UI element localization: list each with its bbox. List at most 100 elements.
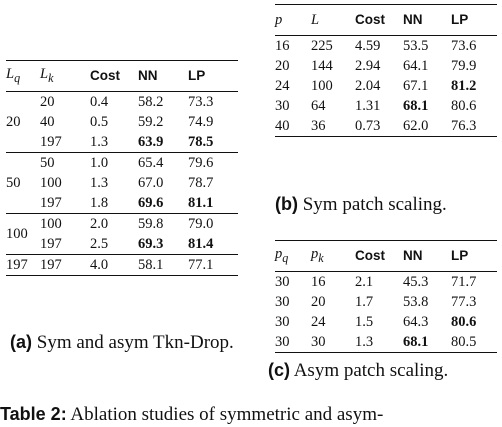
cell-cost: 1.7 <box>355 294 374 310</box>
cell-cost: 1.31 <box>355 98 381 114</box>
cell-cost: 1.0 <box>90 152 138 173</box>
header-lq: Lq <box>6 60 40 92</box>
cell-p: 20 <box>275 58 290 74</box>
cell-cost: 1.3 <box>90 134 109 150</box>
cell-lp: 79.9 <box>451 58 477 74</box>
cell-cost: 1.5 <box>355 314 374 330</box>
cell-lk: 50 <box>40 152 90 173</box>
header-pq: pq <box>275 240 311 272</box>
caption-c-text: Asym patch scaling. <box>293 360 449 381</box>
cell-cost: 1.3 <box>355 332 403 353</box>
cell-cost: 1.3 <box>90 175 109 191</box>
group-lq: 100 <box>6 213 40 255</box>
table-row: 20 20 0.4 58.2 73.3 <box>6 91 238 153</box>
cell-lp: 80.6 <box>451 98 477 114</box>
header-lp: LP <box>451 4 497 36</box>
cell-pq: 30 <box>275 332 311 353</box>
cell-lk: 100 <box>40 213 90 234</box>
cell-pk: 24 <box>311 314 326 330</box>
cell-cost: 2.94 <box>355 58 381 74</box>
cell-lp: 80.5 <box>451 332 497 353</box>
group-lq: 50 <box>6 152 40 214</box>
table-row: 50 50 1.0 65.4 79.6 <box>6 152 238 214</box>
cell-cost: 0.4 <box>90 91 138 112</box>
table-row: 30 16 2.1 45.3 71.7 <box>275 271 497 292</box>
header-nn: NN <box>138 60 188 92</box>
table-row: 30 30 1.3 68.1 80.5 <box>275 332 497 353</box>
cell-pk: 30 <box>311 332 355 353</box>
cell-lp: 80.6 <box>451 314 477 330</box>
cell-lp: 78.7 <box>188 175 214 191</box>
caption-b-text: Sym patch scaling. <box>302 194 447 215</box>
cell-nn: 69.6 <box>138 195 164 211</box>
cell-cost: 4.0 <box>90 254 138 276</box>
table-sym-asym-tkndrop: Lq Lk Cost NN LP 20 20 0.4 58.2 73.3 40 … <box>6 60 238 276</box>
cell-lp: 81.4 <box>188 236 214 252</box>
caption-b: (b) Sym patch scaling. <box>275 192 502 217</box>
cell-lp: 79.0 <box>188 213 238 234</box>
header-lp: LP <box>451 240 497 272</box>
table-row: 197 1.3 63.9 78.5 <box>6 132 238 153</box>
table-row: 100 1.3 67.0 78.7 <box>6 173 238 193</box>
cell-nn: 69.3 <box>138 236 164 252</box>
table-asym-patch-scaling: pq pk Cost NN LP 30 16 2.1 45.3 71.7 30 … <box>275 240 497 353</box>
table-row: 30 20 1.7 53.8 77.3 <box>275 292 497 312</box>
caption-b-label: (b) <box>275 194 298 214</box>
cell-nn: 65.4 <box>138 152 188 173</box>
cell-lp: 74.9 <box>188 114 214 130</box>
cell-cost: 1.8 <box>90 195 109 211</box>
header-pk: pk <box>311 240 355 272</box>
header-cost: Cost <box>355 240 403 272</box>
caption-a-text: Sym and asym Tkn-Drop. <box>36 332 234 353</box>
cell-lp: 79.6 <box>188 152 238 173</box>
cell-pq: 30 <box>275 271 311 292</box>
cell-l: 100 <box>311 78 333 94</box>
table-header-row: pq pk Cost NN LP <box>275 240 497 272</box>
cell-nn: 64.3 <box>403 314 429 330</box>
cell-nn: 62.0 <box>403 116 451 137</box>
cell-lp: 81.2 <box>451 78 477 94</box>
cell-lp: 81.1 <box>188 195 214 211</box>
table-row: 30 64 1.31 68.1 80.6 <box>275 96 497 116</box>
header-l: L <box>311 4 355 36</box>
table-row: 197 1.8 69.6 81.1 <box>6 193 238 214</box>
table-row: 197 197 4.0 58.1 77.1 <box>6 254 238 276</box>
cell-nn: 53.8 <box>403 294 429 310</box>
table-row: 30 24 1.5 64.3 80.6 <box>275 312 497 332</box>
cell-cost: 0.73 <box>355 116 403 137</box>
cell-lk: 197 <box>40 134 62 150</box>
cell-pq: 30 <box>275 314 290 330</box>
cell-lp: 77.1 <box>188 254 238 276</box>
table-header-row: p L Cost NN LP <box>275 4 497 36</box>
caption-a: (a) Sym and asym Tkn-Drop. <box>10 330 260 355</box>
cell-cost: 0.5 <box>90 114 109 130</box>
cell-nn: 67.1 <box>403 78 429 94</box>
main-caption: Table 2: Ablation studies of symmetric a… <box>0 402 383 427</box>
cell-nn: 59.8 <box>138 213 188 234</box>
cell-pk: 20 <box>311 294 326 310</box>
cell-nn: 45.3 <box>403 271 451 292</box>
header-cost: Cost <box>90 60 138 92</box>
caption-a-label: (a) <box>10 332 32 352</box>
cell-cost: 2.1 <box>355 271 403 292</box>
cell-nn: 53.5 <box>403 35 451 56</box>
cell-lk: 197 <box>40 236 62 252</box>
cell-lk: 100 <box>40 175 62 191</box>
main-caption-text: Ablation studies of symmetric and asym- <box>70 404 384 425</box>
cell-p: 30 <box>275 98 290 114</box>
cell-nn: 68.1 <box>403 98 429 114</box>
table-row: 100 100 2.0 59.8 79.0 <box>6 213 238 255</box>
cell-nn: 64.1 <box>403 58 429 74</box>
table-header-row: Lq Lk Cost NN LP <box>6 60 238 92</box>
group-lq: 197 <box>6 254 40 276</box>
table-row: 20 144 2.94 64.1 79.9 <box>275 56 497 76</box>
caption-c: (c) Asym patch scaling. <box>268 358 502 383</box>
cell-nn: 58.1 <box>138 254 188 276</box>
table-row: 24 100 2.04 67.1 81.2 <box>275 76 497 96</box>
cell-cost: 4.59 <box>355 35 403 56</box>
header-p: p <box>275 4 311 36</box>
cell-nn: 63.9 <box>138 134 164 150</box>
cell-p: 24 <box>275 78 290 94</box>
cell-cost: 2.0 <box>90 213 138 234</box>
cell-l: 36 <box>311 116 355 137</box>
